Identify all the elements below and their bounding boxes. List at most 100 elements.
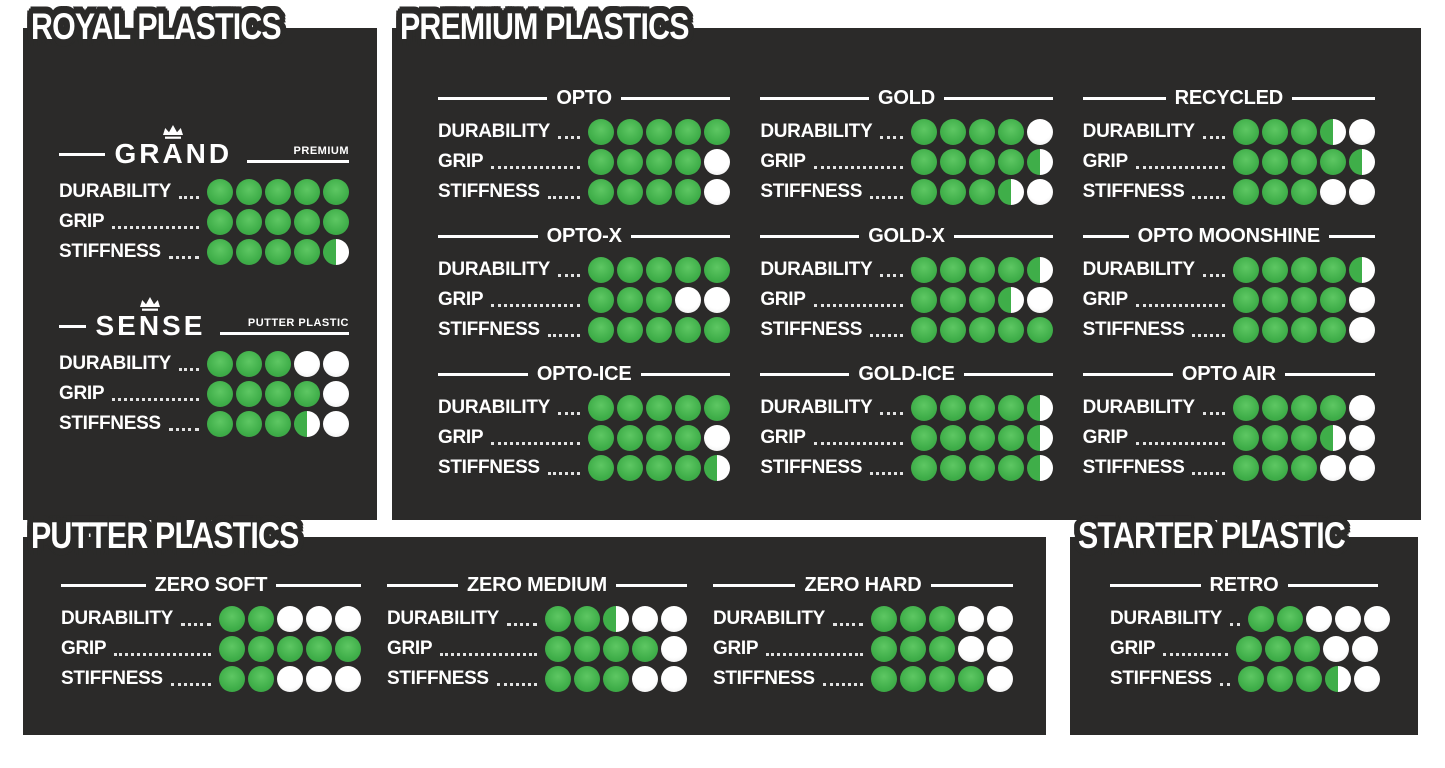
rating-dot-full [1233, 286, 1259, 313]
rating-dots [545, 665, 687, 692]
stat-label: GRIP [1110, 637, 1156, 659]
rating-dot-full [1291, 286, 1317, 313]
rating-dot-half [1026, 394, 1053, 421]
stat-label: STIFFNESS [438, 318, 540, 340]
stat-label: GRIP [1082, 288, 1129, 310]
rating-dot-full [900, 635, 926, 662]
panel-title-royal-plastics: ROYAL PLASTICS [31, 6, 282, 47]
rating-dot-full [1277, 605, 1304, 632]
stat-label: GRIP [1082, 426, 1129, 448]
stat-label: GRIP [1082, 150, 1129, 172]
rating-dot-half [1026, 454, 1053, 481]
header-line [1082, 372, 1173, 376]
stat-row-grip: GRIP [438, 286, 731, 313]
rating-dot-full [910, 178, 937, 205]
rating-dot-full [1233, 424, 1259, 451]
stat-row-stiffness: STIFFNESS [1083, 316, 1375, 343]
header-line [438, 96, 548, 100]
stat-row-durability: DURABILITY [59, 178, 349, 205]
rating-dots [588, 256, 731, 283]
rating-dot-full [929, 635, 955, 662]
rating-dot-empty [1320, 454, 1346, 481]
dotted-leader [558, 136, 581, 139]
dotted-leader [1135, 442, 1225, 445]
plastic-block: OPTO DURABILITY GRIP STIFFNESS [438, 86, 731, 208]
rating-dot-empty [987, 605, 1013, 632]
rating-dot-full [588, 148, 615, 175]
rating-dot-full [219, 635, 245, 662]
plastic-name: RETRO [1209, 573, 1279, 596]
header-line [220, 332, 349, 335]
dotted-leader [179, 196, 199, 199]
rating-dot-full [588, 118, 615, 145]
rating-dot-empty [1349, 454, 1375, 481]
plastic-block: GOLD-ICE DURABILITY GRIP STIFFNESS [760, 362, 1053, 484]
rating-dot-full [1291, 424, 1317, 451]
rating-dot-full [939, 118, 966, 145]
rating-dot-full [236, 410, 262, 437]
plastic-name-wrap: OPTO [556, 87, 612, 110]
dotted-leader [870, 334, 903, 337]
rating-dot-empty [704, 286, 731, 313]
rating-dots [1236, 635, 1378, 662]
rating-dot-full [588, 286, 615, 313]
rating-dot-full [910, 424, 937, 451]
rating-dot-full [958, 665, 984, 692]
rating-dot-full [617, 424, 644, 451]
panel-royal-plastics: ROYAL PLASTICS GRAND PREMIUM DURABILITY GRI… [23, 6, 377, 520]
rating-dot-full [968, 148, 995, 175]
stat-label: GRIP [387, 637, 433, 659]
plastic-block: GRAND PREMIUM DURABILITY GRIP STIFFNESS [59, 125, 349, 268]
stat-label: GRIP [438, 426, 484, 448]
header-line [760, 96, 869, 100]
stat-label: DURABILITY [59, 352, 172, 374]
header-line [438, 372, 528, 376]
premium-plastics-blocks: OPTO DURABILITY GRIP STIFFNESS GOLD DURABILIT… [392, 28, 1421, 484]
stat-label: DURABILITY [1082, 396, 1195, 418]
dotted-leader [168, 428, 199, 431]
rating-dot-full [1233, 118, 1259, 145]
rating-dot-full [646, 178, 673, 205]
rating-dot-full [704, 316, 731, 343]
rating-dot-full [545, 665, 571, 692]
dotted-leader [870, 472, 903, 475]
stat-row-stiffness: STIFFNESS [1083, 178, 1375, 205]
rating-dot-full [675, 316, 702, 343]
dotted-leader [813, 442, 903, 445]
plastic-header: OPTO AIR [1082, 362, 1375, 386]
rating-dots [1233, 454, 1375, 481]
rating-dot-full [997, 256, 1024, 283]
stat-row-durability: DURABILITY [438, 256, 731, 283]
dotted-leader [833, 623, 863, 626]
rating-dot-full [1295, 665, 1322, 692]
stat-label: GRIP [438, 288, 484, 310]
rating-dot-full [1291, 454, 1317, 481]
rating-dots [1233, 118, 1375, 145]
rating-dots [588, 424, 731, 451]
rating-dot-half [1349, 148, 1375, 175]
plastic-block: RECYCLED DURABILITY GRIP STIFFNESS [1082, 86, 1376, 208]
stat-row-grip: GRIP [1083, 148, 1375, 175]
dotted-leader [766, 653, 863, 656]
header-line [1110, 583, 1201, 587]
plastic-name-wrap: OPTO AIR [1182, 363, 1276, 386]
rating-dots [910, 118, 1053, 145]
rating-dot-full [968, 316, 995, 343]
stat-row-stiffness: STIFFNESS [438, 178, 731, 205]
rating-dots [910, 256, 1053, 283]
dotted-leader [813, 166, 903, 169]
rating-dot-full [997, 454, 1024, 481]
rating-dot-empty [1349, 118, 1375, 145]
rating-dot-full [617, 454, 644, 481]
header-line [760, 234, 860, 238]
rating-dot-full [603, 635, 629, 662]
rating-dot-full [617, 148, 644, 175]
header-line [59, 324, 87, 328]
rating-dot-full [968, 424, 995, 451]
rating-dot-full [236, 208, 262, 235]
rating-dot-full [1262, 316, 1288, 343]
dotted-leader [1219, 683, 1230, 686]
stat-label: STIFFNESS [61, 667, 163, 689]
plastic-block: ZERO MEDIUM DURABILITY GRIP STIFFNESS [387, 573, 687, 695]
plastic-block: GOLD DURABILITY GRIP STIFFNESS [760, 86, 1053, 208]
